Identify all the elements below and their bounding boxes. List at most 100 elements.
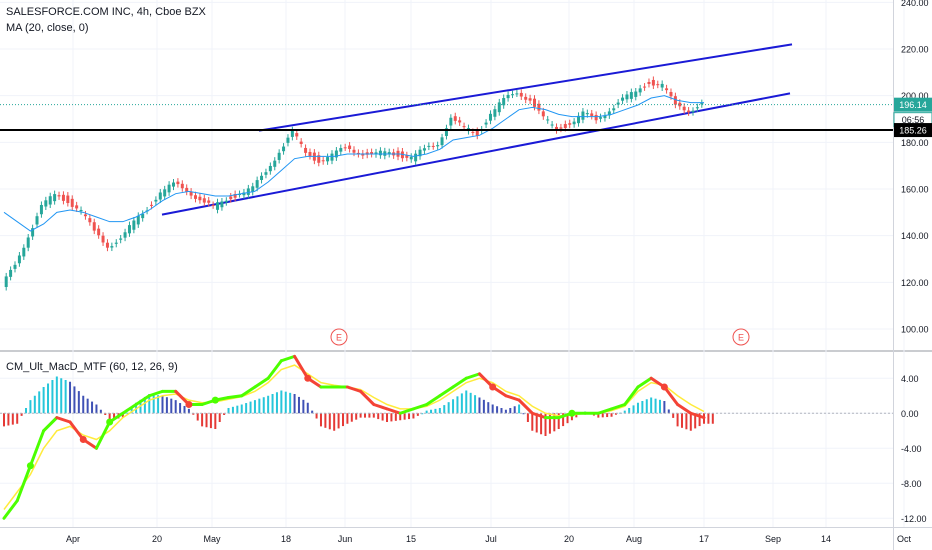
candle-body xyxy=(691,110,695,113)
macd-histogram-bar xyxy=(143,396,146,414)
candle-body xyxy=(444,128,448,136)
candle-body xyxy=(682,106,686,111)
candle-body xyxy=(57,195,61,197)
candle-body xyxy=(577,115,581,124)
candle-body xyxy=(343,147,347,149)
macd-histogram-bar xyxy=(253,400,256,414)
macd-histogram-bar xyxy=(271,394,274,414)
channel-lower-line xyxy=(161,92,791,216)
candle-body xyxy=(687,110,691,113)
candle-body xyxy=(387,152,391,154)
macd-tick-label: -4.00 xyxy=(901,444,922,454)
macd-line-segment xyxy=(68,420,85,441)
macd-line-segment xyxy=(94,420,112,450)
macd-histogram-bar xyxy=(412,413,415,419)
macd-cross-dot xyxy=(79,436,87,443)
candle-body xyxy=(449,117,453,126)
macd-histogram-bar xyxy=(548,413,551,434)
macd-histogram-bar xyxy=(614,413,617,415)
macd-line-segment xyxy=(121,403,138,415)
candle-body xyxy=(110,246,114,248)
macd-histogram-bar xyxy=(381,413,384,421)
ma-legend[interactable]: MA (20, close, 0) xyxy=(6,22,89,34)
price-tick-label: 180.00 xyxy=(901,138,929,148)
candle-body xyxy=(202,198,206,203)
time-tick-label: 15 xyxy=(406,534,416,544)
macd-line-segment xyxy=(662,385,680,406)
macd-histogram-bar xyxy=(641,401,644,414)
macd-histogram-bar xyxy=(359,413,362,418)
macd-cross-dot xyxy=(26,462,34,470)
candle-body xyxy=(242,192,246,196)
candle-body xyxy=(321,160,325,162)
candle-body xyxy=(141,213,145,219)
macd-histogram-bar xyxy=(187,408,190,414)
macd-histogram-bar xyxy=(262,397,265,414)
candle-body xyxy=(563,124,567,128)
macd-histogram-bar xyxy=(496,406,499,414)
candle-body xyxy=(471,131,475,133)
trend-channel xyxy=(161,43,793,216)
candle-body xyxy=(656,84,660,86)
candle-body xyxy=(48,196,52,205)
macd-histogram-bar xyxy=(685,413,688,430)
candle-body xyxy=(255,180,259,188)
candle-body xyxy=(295,133,299,137)
macd-histogram-bar xyxy=(157,395,160,414)
macd-histogram-bar xyxy=(205,413,208,428)
macd-histogram-bar xyxy=(654,398,657,414)
candle-body xyxy=(88,218,92,223)
candle-body xyxy=(31,228,35,237)
macd-histogram-bar xyxy=(408,413,411,420)
macd-histogram-bar xyxy=(236,405,239,414)
macd-histogram-bar xyxy=(275,392,278,414)
candle-body xyxy=(17,255,21,264)
macd-histogram-bar xyxy=(315,413,318,419)
candle-body xyxy=(330,153,334,161)
price-axis[interactable]: 100.00 120.00 140.00 160.00 180.00 200.00 220.… xyxy=(901,0,929,524)
time-axis[interactable]: Apr 20 May 18 Jun 15 Jul 20 Aug 17 Sep 14 Oct xyxy=(66,534,912,544)
macd-line-segment xyxy=(15,464,32,503)
macd-histogram-bar xyxy=(438,408,441,414)
macd-histogram-bar xyxy=(148,394,151,414)
symbol-title[interactable]: SALESFORCE.COM INC, 4h, Cboe BZX xyxy=(6,6,206,18)
macd-histogram-bar xyxy=(372,413,375,418)
macd-histogram-bar xyxy=(231,406,234,414)
indicator-legend[interactable]: CM_Ult_MacD_MTF (60, 12, 26, 9) xyxy=(6,361,178,373)
macd-histogram-bar xyxy=(306,402,309,414)
candle-body xyxy=(180,183,184,189)
macd-line-segment xyxy=(134,394,151,406)
macd-line-segment xyxy=(425,394,442,406)
macd-histogram-bar xyxy=(403,413,406,420)
macd-histogram-bar xyxy=(394,413,397,421)
candle-body xyxy=(282,146,286,152)
macd-histogram-bar xyxy=(522,413,525,415)
macd-line-segment xyxy=(596,407,614,415)
macd-line-segment xyxy=(266,359,283,380)
candle-body xyxy=(673,96,677,105)
macd-line-segment xyxy=(438,385,455,398)
macd-line-segment xyxy=(451,376,468,389)
macd-histogram-bar xyxy=(29,400,32,414)
candle-body xyxy=(4,276,8,287)
candle-body xyxy=(700,103,704,105)
candle-body xyxy=(246,188,250,195)
candle-body xyxy=(669,91,673,97)
macd-histogram-bar xyxy=(694,413,697,429)
candle-body xyxy=(92,222,96,231)
macd-histogram-bar xyxy=(174,400,177,414)
candle-body xyxy=(634,91,638,97)
macd-histogram-bar xyxy=(386,413,389,422)
macd-line-segment xyxy=(676,403,693,415)
macd-histogram-bar xyxy=(346,413,349,424)
candle-body xyxy=(599,117,603,119)
candle-body xyxy=(537,103,541,111)
macd-histogram-bar xyxy=(99,409,102,414)
macd-histogram-bar xyxy=(425,410,428,414)
macd-histogram-bar xyxy=(25,408,28,414)
macd-cross-dot xyxy=(568,409,576,417)
candle-body xyxy=(510,94,514,96)
macd-histogram-bar xyxy=(416,413,419,416)
